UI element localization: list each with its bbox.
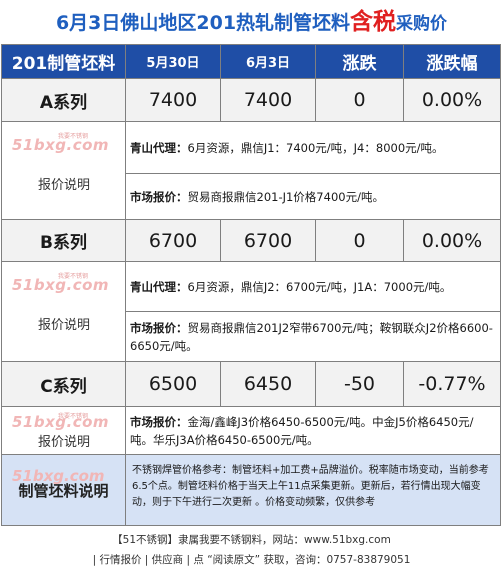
title-suffix: 采购价 (396, 14, 448, 34)
price-change: 0 (316, 220, 404, 261)
note-key: 市场报价： (130, 321, 188, 335)
watermark-small: 我要不锈钢 (58, 273, 89, 280)
title-highlight: 含税 (350, 9, 397, 35)
series-name: C系列 (2, 362, 126, 406)
note-body: 青山代理：6月资源，鼎信J1：7400元/吨，J4：8000元/吨。 市场报价：… (126, 122, 500, 219)
price-date2: 6700 (221, 220, 316, 261)
watermark-logo: 51bxg.com (12, 136, 110, 154)
watermark-logo: 51bxg.com (12, 276, 110, 294)
note-key: 市场报价： (130, 190, 188, 204)
note-line: 市场报价：贸易商报鼎信201-J1价格7400元/吨。 (126, 174, 500, 220)
footer: 【51不锈钢】隶属我要不锈钢料，网站：www.51bxg.com | 行情报价 … (0, 528, 503, 572)
explain-text: 不锈钢焊管价格参考：制管坯料+加工费+品牌溢价。税率随市场变动，当前参考6.5个… (132, 465, 489, 508)
footer-line-1: 【51不锈钢】隶属我要不锈钢料，网站：www.51bxg.com (112, 534, 391, 546)
watermark-logo: 51bxg.com (12, 413, 110, 431)
explain-label-cell: 51bxg.com 制管坯料说明 (2, 455, 126, 525)
note-body: 青山代理：6月资源，鼎信J2：6700元/吨，J1A：7000元/吨。 市场报价… (126, 262, 500, 361)
title-main: 6月3日佛山地区201热轧制管坯料 (55, 12, 351, 34)
note-label-cell: 我要不锈钢 51bxg.com 报价说明 (2, 407, 126, 454)
note-text: 贸易商报鼎信201-J1价格7400元/吨。 (187, 190, 384, 204)
series-row-c: C系列 6500 6450 -50 -0.77% (2, 362, 500, 407)
note-label-cell: 我要不锈钢 51bxg.com 报价说明 (2, 262, 126, 361)
notes-row-b: 我要不锈钢 51bxg.com 报价说明 青山代理：6月资源，鼎信J2：6700… (2, 262, 500, 362)
price-date2: 6450 (221, 362, 316, 406)
note-text: 6月资源，鼎信J1：7400元/吨，J4：8000元/吨。 (187, 140, 444, 155)
footer-line-2: | 行情报价 | 供应商 | 点 “阅读原文” 获取，咨询：0757-83879… (92, 554, 411, 566)
header-date2: 6月3日 (221, 45, 316, 78)
note-key: 市场报价： (130, 415, 188, 429)
watermark-small: 我要不锈钢 (58, 133, 89, 140)
price-table: 201制管坯料 5月30日 6月3日 涨跌 涨跌幅 A系列 7400 7400 … (1, 44, 501, 526)
price-date2: 7400 (221, 79, 316, 121)
series-row-a: A系列 7400 7400 0 0.00% (2, 79, 500, 122)
note-label: 报价说明 (37, 435, 90, 450)
note-line: 青山代理：6月资源，鼎信J1：7400元/吨，J4：8000元/吨。 (126, 122, 500, 174)
table-header-row: 201制管坯料 5月30日 6月3日 涨跌 涨跌幅 (2, 45, 500, 79)
series-name: A系列 (2, 79, 126, 121)
price-change: 0 (316, 79, 404, 121)
series-name: B系列 (2, 220, 126, 261)
note-text: 贸易商报鼎信201J2窄带6700元/吨；鞍钢联众J2价格6600-6650元/… (130, 321, 493, 353)
header-change: 涨跌 (316, 45, 404, 78)
series-row-b: B系列 6700 6700 0 0.00% (2, 220, 500, 262)
note-key: 青山代理： (130, 140, 188, 155)
price-change-pct: 0.00% (421, 89, 483, 111)
price-change-pct: -0.77% (418, 373, 486, 395)
price-change: -50 (316, 362, 404, 406)
notes-row-a: 我要不锈钢 51bxg.com 报价说明 青山代理：6月资源，鼎信J1：7400… (2, 122, 500, 220)
header-product: 201制管坯料 (2, 45, 126, 78)
note-label-cell: 我要不锈钢 51bxg.com 报价说明 (2, 122, 126, 219)
watermark-logo: 51bxg.com (12, 467, 105, 485)
header-change-pct: 涨跌幅 (426, 54, 478, 74)
note-line: 市场报价：金海/鑫峰J3价格6450-6500元/吨。中金J5价格6450元/吨… (126, 407, 500, 455)
notes-row-c: 我要不锈钢 51bxg.com 报价说明 市场报价：金海/鑫峰J3价格6450-… (2, 407, 500, 455)
note-text: 6月资源，鼎信J2：6700元/吨，J1A：7000元/吨。 (187, 279, 452, 294)
note-line: 青山代理：6月资源，鼎信J2：6700元/吨，J1A：7000元/吨。 (126, 262, 500, 312)
header-date1: 5月30日 (126, 45, 221, 78)
note-body: 市场报价：金海/鑫峰J3价格6450-6500元/吨。中金J5价格6450元/吨… (126, 407, 500, 454)
note-key: 青山代理： (130, 279, 188, 294)
price-change-pct: 0.00% (421, 229, 483, 252)
note-text: 金海/鑫峰J3价格6450-6500元/吨。中金J5价格6450元/吨。华乐J3… (130, 415, 474, 447)
note-line: 市场报价：贸易商报鼎信201J2窄带6700元/吨；鞍钢联众J2价格6600-6… (126, 312, 500, 362)
price-date1: 6500 (126, 362, 221, 406)
price-date1: 7400 (126, 79, 221, 121)
explain-label: 制管坯料说明 (18, 481, 109, 500)
watermark-small: 我要不锈钢 (58, 413, 89, 420)
note-label: 报价说明 (37, 318, 90, 333)
explain-row: 51bxg.com 制管坯料说明 不锈钢焊管价格参考：制管坯料+加工费+品牌溢价… (2, 455, 500, 525)
note-label: 报价说明 (37, 178, 90, 193)
price-date1: 6700 (126, 220, 221, 261)
page-title: 6月3日佛山地区201热轧制管坯料含税采购价 (0, 0, 503, 44)
